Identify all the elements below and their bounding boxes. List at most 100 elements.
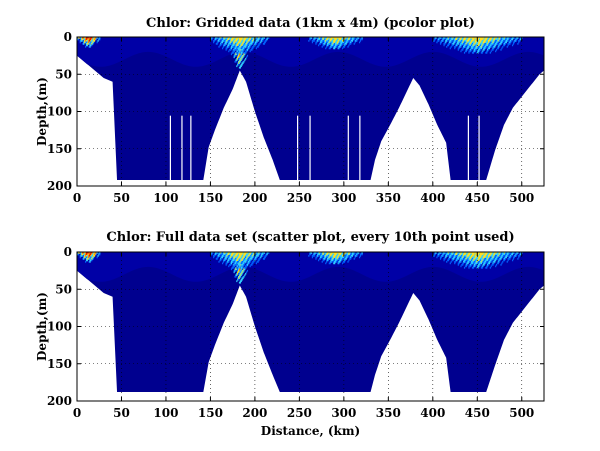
patch-cell [472, 47, 475, 50]
patch-cell [503, 39, 505, 42]
patch-cell [465, 44, 467, 47]
patch-cell [495, 254, 497, 257]
patch-cell [491, 38, 493, 41]
patch-cell [237, 252, 239, 254]
patch-cell [491, 41, 493, 44]
patch-cell [88, 37, 90, 39]
patch-cell [243, 268, 245, 271]
patch-cell [479, 47, 482, 50]
patch-cell [475, 263, 477, 266]
patch-cell [493, 260, 495, 263]
patch-cell [248, 256, 250, 259]
patch-cell [483, 252, 485, 254]
patch-cell [503, 38, 506, 41]
patch-cell [228, 45, 230, 48]
patch-cell [318, 257, 321, 260]
patch-cell [241, 262, 243, 265]
patch-cell [212, 252, 214, 254]
patch-cell [487, 37, 489, 39]
patch-cell [328, 39, 330, 42]
patch-cell [234, 256, 236, 259]
patch-cell [229, 39, 231, 42]
patch-cell [345, 257, 347, 260]
patch-cell [268, 37, 270, 39]
patch-cell [229, 48, 231, 51]
patch-cell [483, 37, 485, 39]
patch-cell [485, 47, 487, 50]
patch-cell [243, 260, 245, 263]
patch-cell [356, 38, 358, 41]
patch-cell [480, 257, 483, 260]
patch-cell [491, 259, 493, 262]
patch-cell [497, 41, 499, 44]
patch-cell [218, 260, 220, 263]
patch-cell [228, 37, 230, 39]
patch-cell [80, 38, 82, 41]
patch-cell [483, 262, 485, 265]
patch-cell [461, 259, 463, 262]
patch-cell [319, 257, 322, 260]
patch-cell [468, 44, 470, 47]
patch-cell [84, 256, 86, 259]
patch-cell [90, 41, 92, 44]
patch-cell [495, 265, 497, 268]
patch-cell [224, 256, 226, 259]
patch-cell [462, 252, 464, 254]
patch-cell [341, 41, 343, 44]
patch-cell [361, 38, 363, 41]
patch-cell [246, 257, 248, 260]
patch-cell [91, 41, 93, 44]
patch-cell [319, 42, 322, 45]
patch-cell [242, 252, 244, 254]
patch-cell [471, 257, 474, 260]
patch-cell [490, 50, 492, 53]
patch-cell [309, 253, 311, 256]
patch-cell [229, 37, 231, 39]
patch-cell [509, 254, 511, 257]
patch-cell [510, 256, 512, 259]
patch-cell [492, 45, 494, 48]
patch-cell [92, 39, 94, 42]
patch-cell [503, 37, 506, 39]
patch-cell [234, 53, 236, 56]
patch-cell [504, 253, 507, 256]
patch-cell [510, 41, 512, 44]
patch-cell [494, 37, 496, 39]
patch-cell [85, 37, 87, 39]
patch-cell [482, 262, 484, 265]
patch-cell [314, 37, 316, 39]
patch-cell [463, 45, 466, 48]
patch-cell [236, 44, 238, 47]
patch-cell [458, 252, 460, 254]
patch-cell [471, 47, 474, 50]
patch-cell [248, 41, 250, 44]
patch-cell [330, 44, 332, 47]
patch-cell [491, 42, 493, 45]
patch-cell [447, 252, 449, 254]
y-tick-label: 200 [47, 179, 72, 193]
patch-cell [471, 252, 473, 254]
patch-cell [250, 41, 252, 44]
patch-cell [262, 39, 264, 42]
patch-cell [461, 252, 463, 254]
patch-cell [213, 38, 216, 41]
patch-cell [85, 42, 88, 45]
patch-cell [484, 37, 486, 39]
patch-cell [351, 252, 354, 254]
patch-cell [243, 44, 245, 47]
patch-cell [353, 42, 355, 45]
patch-cell [314, 253, 316, 256]
patch-cell [227, 260, 229, 263]
patch-cell [485, 39, 487, 42]
patch-cell [237, 262, 239, 265]
patch-cell [479, 265, 481, 268]
patch-cell [506, 253, 508, 256]
patch-cell [236, 47, 238, 50]
patch-cell [232, 39, 234, 42]
patch-cell [496, 252, 499, 254]
patch-cell [474, 254, 476, 257]
patch-cell [466, 259, 468, 262]
patch-cell [511, 39, 513, 42]
patch-cell [262, 253, 265, 256]
patch-cell [230, 257, 233, 260]
